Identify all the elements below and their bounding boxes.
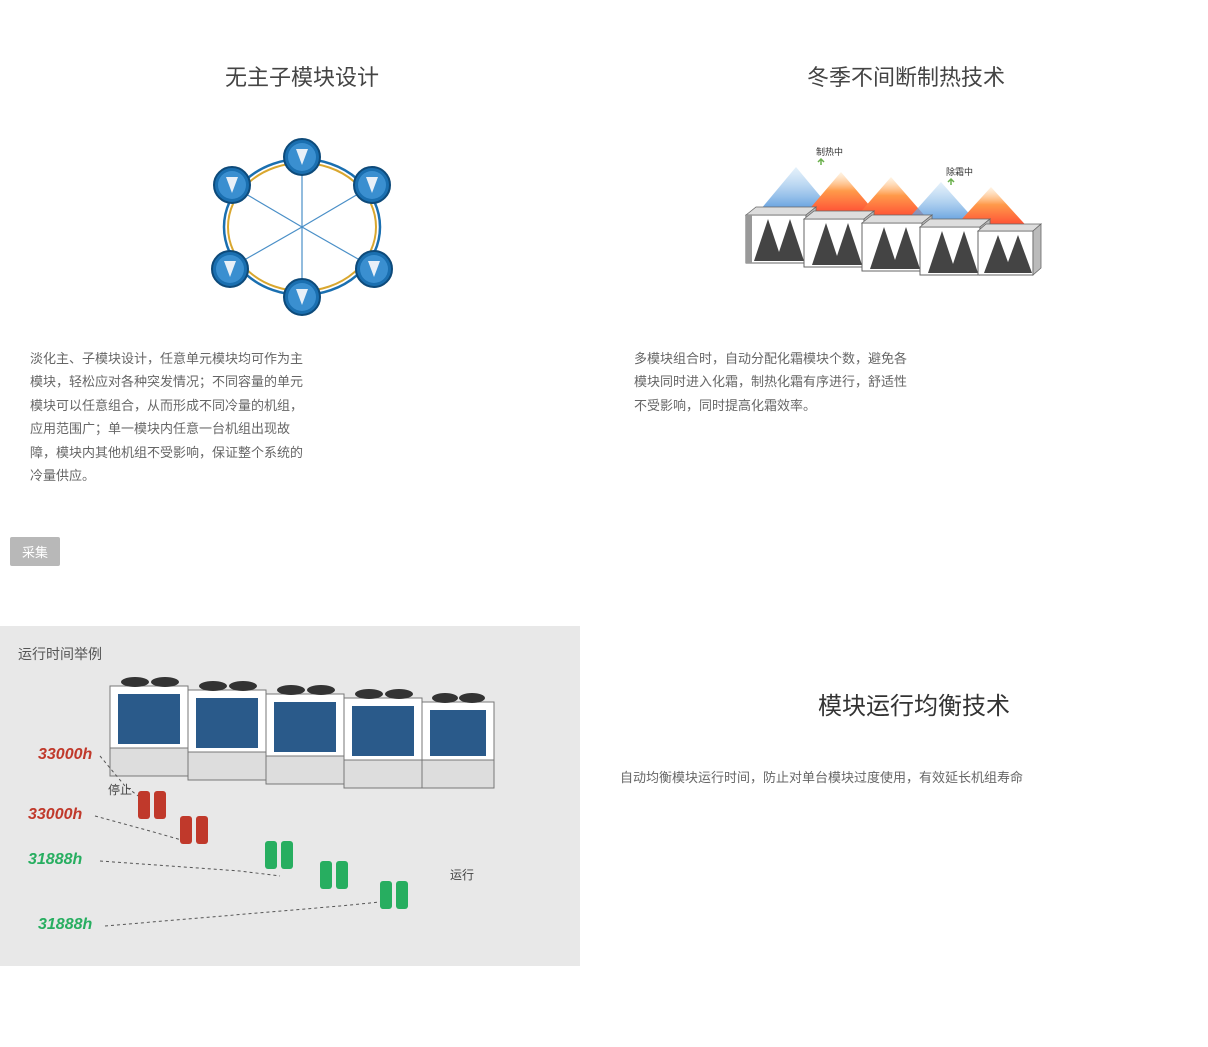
collect-button[interactable]: 采集 bbox=[10, 537, 60, 566]
balance-title: 模块运行均衡技术 bbox=[620, 686, 1208, 721]
compressor-stopped bbox=[138, 791, 208, 844]
features-row: 无主子模块设计 bbox=[0, 0, 1208, 527]
balance-tech-column: 模块运行均衡技术 自动均衡模块运行时间，防止对单台模块过度使用，有效延长机组寿命 bbox=[620, 626, 1208, 789]
feature-title: 无主子模块设计 bbox=[225, 60, 379, 92]
compressor-running bbox=[265, 841, 408, 909]
heating-svg: 制热中 除霜中 bbox=[736, 137, 1076, 307]
runtime-svg bbox=[10, 656, 570, 956]
network-graphic bbox=[20, 122, 584, 322]
heating-graphic: 制热中 除霜中 bbox=[624, 122, 1188, 322]
hvac-units bbox=[110, 677, 494, 788]
defrost-label: 除霜中 bbox=[946, 166, 973, 177]
runtime-example-panel: 运行时间举例 33000h 33000h 31888h 31888h 停止 运行 bbox=[0, 626, 580, 966]
node bbox=[284, 139, 320, 175]
balance-description: 自动均衡模块运行时间，防止对单台模块过度使用，有效延长机组寿命 bbox=[620, 766, 1208, 789]
feature-winter-heating: 冬季不间断制热技术 制热中 除霜中 bbox=[624, 60, 1188, 487]
runtime-section: 运行时间举例 33000h 33000h 31888h 31888h 停止 运行 bbox=[0, 626, 1208, 966]
feature-module-design: 无主子模块设计 bbox=[20, 60, 584, 487]
feature-description: 多模块组合时，自动分配化霜模块个数，避免各模块同时进入化霜，制热化霜有序进行，舒… bbox=[634, 347, 914, 417]
network-svg bbox=[192, 127, 412, 317]
heating-label: 制热中 bbox=[816, 146, 843, 157]
feature-description: 淡化主、子模块设计，任意单元模块均可作为主模块，轻松应对各种突发情况；不同容量的… bbox=[30, 347, 310, 487]
feature-title: 冬季不间断制热技术 bbox=[807, 60, 1005, 92]
